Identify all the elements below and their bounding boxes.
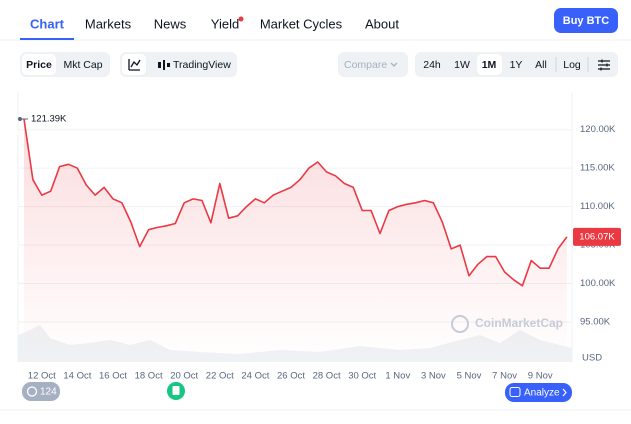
range[interactable]: 1M [482, 59, 497, 71]
x-tick-label: 1 Nov [385, 371, 410, 382]
watermark: CoinMarketCap [475, 316, 563, 330]
range[interactable]: 24h [423, 59, 441, 71]
x-tick-label: 28 Oct [313, 371, 341, 382]
x-tick-label: 7 Nov [492, 371, 517, 382]
x-tick-label: 26 Oct [277, 371, 305, 382]
price-toggle[interactable]: Price [26, 59, 52, 71]
range-active [477, 54, 502, 75]
tab[interactable]: Yield [211, 16, 239, 31]
x-tick-label: 24 Oct [241, 371, 269, 382]
new-dot [238, 16, 244, 22]
currency-label: USD [582, 353, 602, 364]
x-tick-label: 3 Nov [421, 371, 446, 382]
x-tick-label: 5 Nov [457, 371, 482, 382]
analyze-label: Analyze [524, 388, 560, 399]
y-tick-label: 110.00K [580, 201, 615, 212]
chevron [562, 388, 567, 397]
range[interactable]: 1Y [510, 59, 523, 71]
line-icon[interactable] [128, 59, 141, 71]
price-line [23, 118, 568, 287]
tradingview-toggle[interactable]: TradingView [173, 59, 231, 71]
toggle-active [122, 54, 146, 75]
compare-label: Compare [344, 59, 387, 71]
range[interactable]: All [535, 59, 547, 71]
x-tick-label: 18 Oct [135, 371, 163, 382]
y-tick-label: 95.00K [580, 317, 611, 328]
watermark-logo [451, 315, 469, 333]
tv-icon [158, 60, 170, 70]
x-tick-label: 14 Oct [63, 371, 91, 382]
log-toggle[interactable]: Log [563, 59, 581, 71]
tab[interactable]: About [365, 16, 399, 31]
tab[interactable]: Markets [85, 16, 132, 31]
tab[interactable]: Chart [30, 16, 65, 31]
x-tick-label: 22 Oct [206, 371, 234, 382]
settings-icon[interactable] [598, 59, 610, 71]
y-tick-label: 115.00K [580, 163, 615, 174]
analyze-button[interactable] [505, 383, 572, 402]
ai-icon [509, 387, 521, 397]
y-tick-label: 120.00K [580, 124, 616, 135]
tab[interactable]: Market Cycles [260, 16, 343, 31]
x-tick-label: 12 Oct [28, 371, 56, 382]
mktcap-toggle[interactable]: Mkt Cap [63, 59, 102, 71]
tab[interactable]: News [154, 16, 187, 31]
doc-icon [172, 386, 180, 395]
high-label: 121.39K [31, 114, 67, 125]
high-marker [18, 117, 22, 121]
y-tick-label: 100.00K [580, 278, 616, 289]
badge-count: 124 [40, 387, 57, 398]
x-tick-label: 9 Nov [528, 371, 553, 382]
chart-type-group [120, 52, 237, 77]
x-tick-label: 20 Oct [170, 371, 198, 382]
buy-button[interactable] [554, 8, 618, 33]
last-price-tag [573, 227, 621, 246]
range[interactable]: 1W [454, 59, 470, 71]
compare-dropdown[interactable] [338, 52, 408, 77]
clock-icon [26, 386, 38, 397]
x-tick-label: 30 Oct [348, 371, 376, 382]
range-group [415, 52, 618, 77]
x-tick-label: 16 Oct [99, 371, 127, 382]
last-price-label: 106.07K [579, 231, 615, 242]
buy-button-label: Buy BTC [563, 15, 610, 27]
price-area [24, 119, 567, 362]
toggle-active [22, 54, 56, 75]
chevron [390, 62, 398, 67]
